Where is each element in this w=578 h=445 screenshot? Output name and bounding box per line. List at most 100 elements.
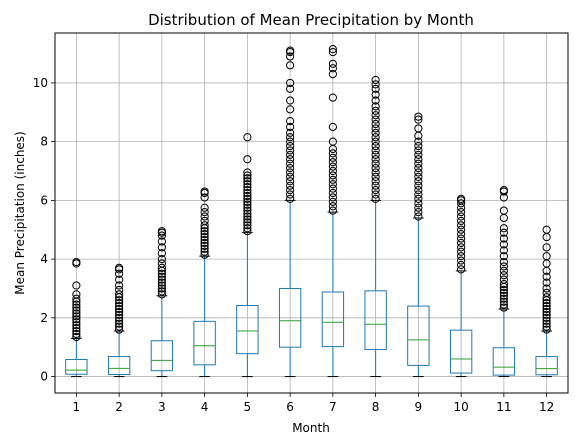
outlier-point (200, 230, 209, 239)
iqr-box (193, 320, 216, 366)
outlier-point (72, 303, 81, 312)
outlier-point (328, 70, 337, 79)
outlier-point (499, 185, 508, 195)
outlier-point (414, 203, 423, 212)
outlier-point (200, 244, 209, 253)
box-month-4 (193, 187, 216, 378)
outlier-point (371, 106, 380, 115)
outlier-point (286, 159, 295, 168)
outlier-point (542, 272, 551, 281)
outlier-point (157, 231, 166, 240)
outlier-point (243, 174, 252, 183)
outlier-point (414, 141, 423, 151)
outlier-point (371, 90, 380, 99)
outlier-point (115, 304, 124, 314)
outlier-point (371, 137, 380, 146)
outlier-point (371, 194, 380, 204)
outlier-point (414, 168, 423, 177)
outlier-point (328, 59, 337, 68)
outlier-point (499, 300, 508, 309)
outlier-point (414, 194, 423, 204)
outlier-point (371, 159, 380, 168)
outlier-point (371, 124, 380, 133)
x-tick-label: 5 (244, 400, 252, 414)
outlier-point (243, 188, 252, 198)
outlier-point (542, 322, 551, 331)
outlier-point (542, 313, 551, 322)
outlier-point (457, 212, 466, 221)
outlier-point (328, 158, 337, 167)
outlier-point (72, 318, 81, 327)
outlier-point (499, 288, 508, 297)
outlier-point (499, 275, 508, 284)
outlier-point (371, 146, 380, 155)
x-tick-label: 8 (372, 400, 380, 414)
box-month-10 (449, 194, 473, 378)
outlier-point (371, 177, 380, 186)
box-layer (65, 45, 558, 378)
outlier-point (157, 243, 166, 252)
outlier-point (286, 163, 295, 173)
outlier-point (499, 297, 508, 306)
outlier-point (286, 194, 295, 204)
outlier-point (414, 115, 423, 124)
outlier-point (115, 290, 124, 299)
outlier-point (200, 232, 209, 242)
outlier-point (371, 80, 380, 89)
outlier-point (457, 265, 466, 274)
outlier-point (115, 285, 124, 295)
iqr-box (278, 287, 302, 348)
outlier-point (499, 291, 508, 300)
outlier-point (328, 180, 337, 189)
outlier-point (542, 316, 551, 325)
outlier-point (286, 84, 295, 93)
outlier-point (200, 238, 209, 248)
outlier-point (371, 172, 380, 181)
outlier-point (328, 175, 337, 184)
outlier-point (499, 224, 508, 233)
iqr-box (535, 356, 558, 376)
outlier-point (542, 319, 551, 328)
outlier-point (243, 191, 252, 201)
outlier-point (371, 163, 380, 173)
outlier-point (286, 137, 295, 146)
outlier-point (115, 299, 124, 308)
outlier-point (200, 208, 209, 217)
y-axis-label: Mean Precipitation (inches) (13, 131, 27, 294)
outlier-point (200, 193, 209, 202)
y-tick-label: 4 (40, 252, 48, 266)
outlier-point (286, 128, 295, 137)
plot-frame (54, 32, 569, 394)
outlier-point (414, 172, 423, 181)
outlier-point (542, 304, 551, 314)
outlier-point (371, 181, 380, 190)
outlier-point (328, 137, 337, 146)
outlier-point (157, 272, 166, 281)
outlier-point (328, 206, 337, 215)
outlier-point (115, 281, 124, 290)
outlier-point (542, 288, 551, 297)
outlier-point (414, 181, 423, 190)
outlier-point (286, 52, 295, 61)
outlier-point (499, 285, 508, 295)
box-month-11 (492, 185, 516, 378)
outlier-point (371, 150, 380, 159)
outlier-point (200, 247, 209, 256)
y-tick-label: 8 (40, 135, 48, 149)
outlier-point (243, 155, 252, 164)
outlier-point (542, 284, 551, 293)
outlier-point (115, 296, 124, 305)
outlier-point (243, 171, 252, 180)
x-tick-label: 11 (496, 400, 511, 414)
outlier-point (157, 278, 166, 287)
outlier-point (414, 159, 423, 168)
outlier-point (414, 150, 423, 159)
chart-title: Distribution of Mean Precipitation by Mo… (148, 11, 474, 29)
outlier-point (157, 284, 166, 293)
outlier-point (157, 263, 166, 273)
outlier-point (457, 208, 466, 217)
outlier-point (499, 252, 508, 261)
outlier-point (243, 200, 252, 209)
outlier-point (72, 290, 81, 299)
outlier-point (457, 230, 466, 239)
